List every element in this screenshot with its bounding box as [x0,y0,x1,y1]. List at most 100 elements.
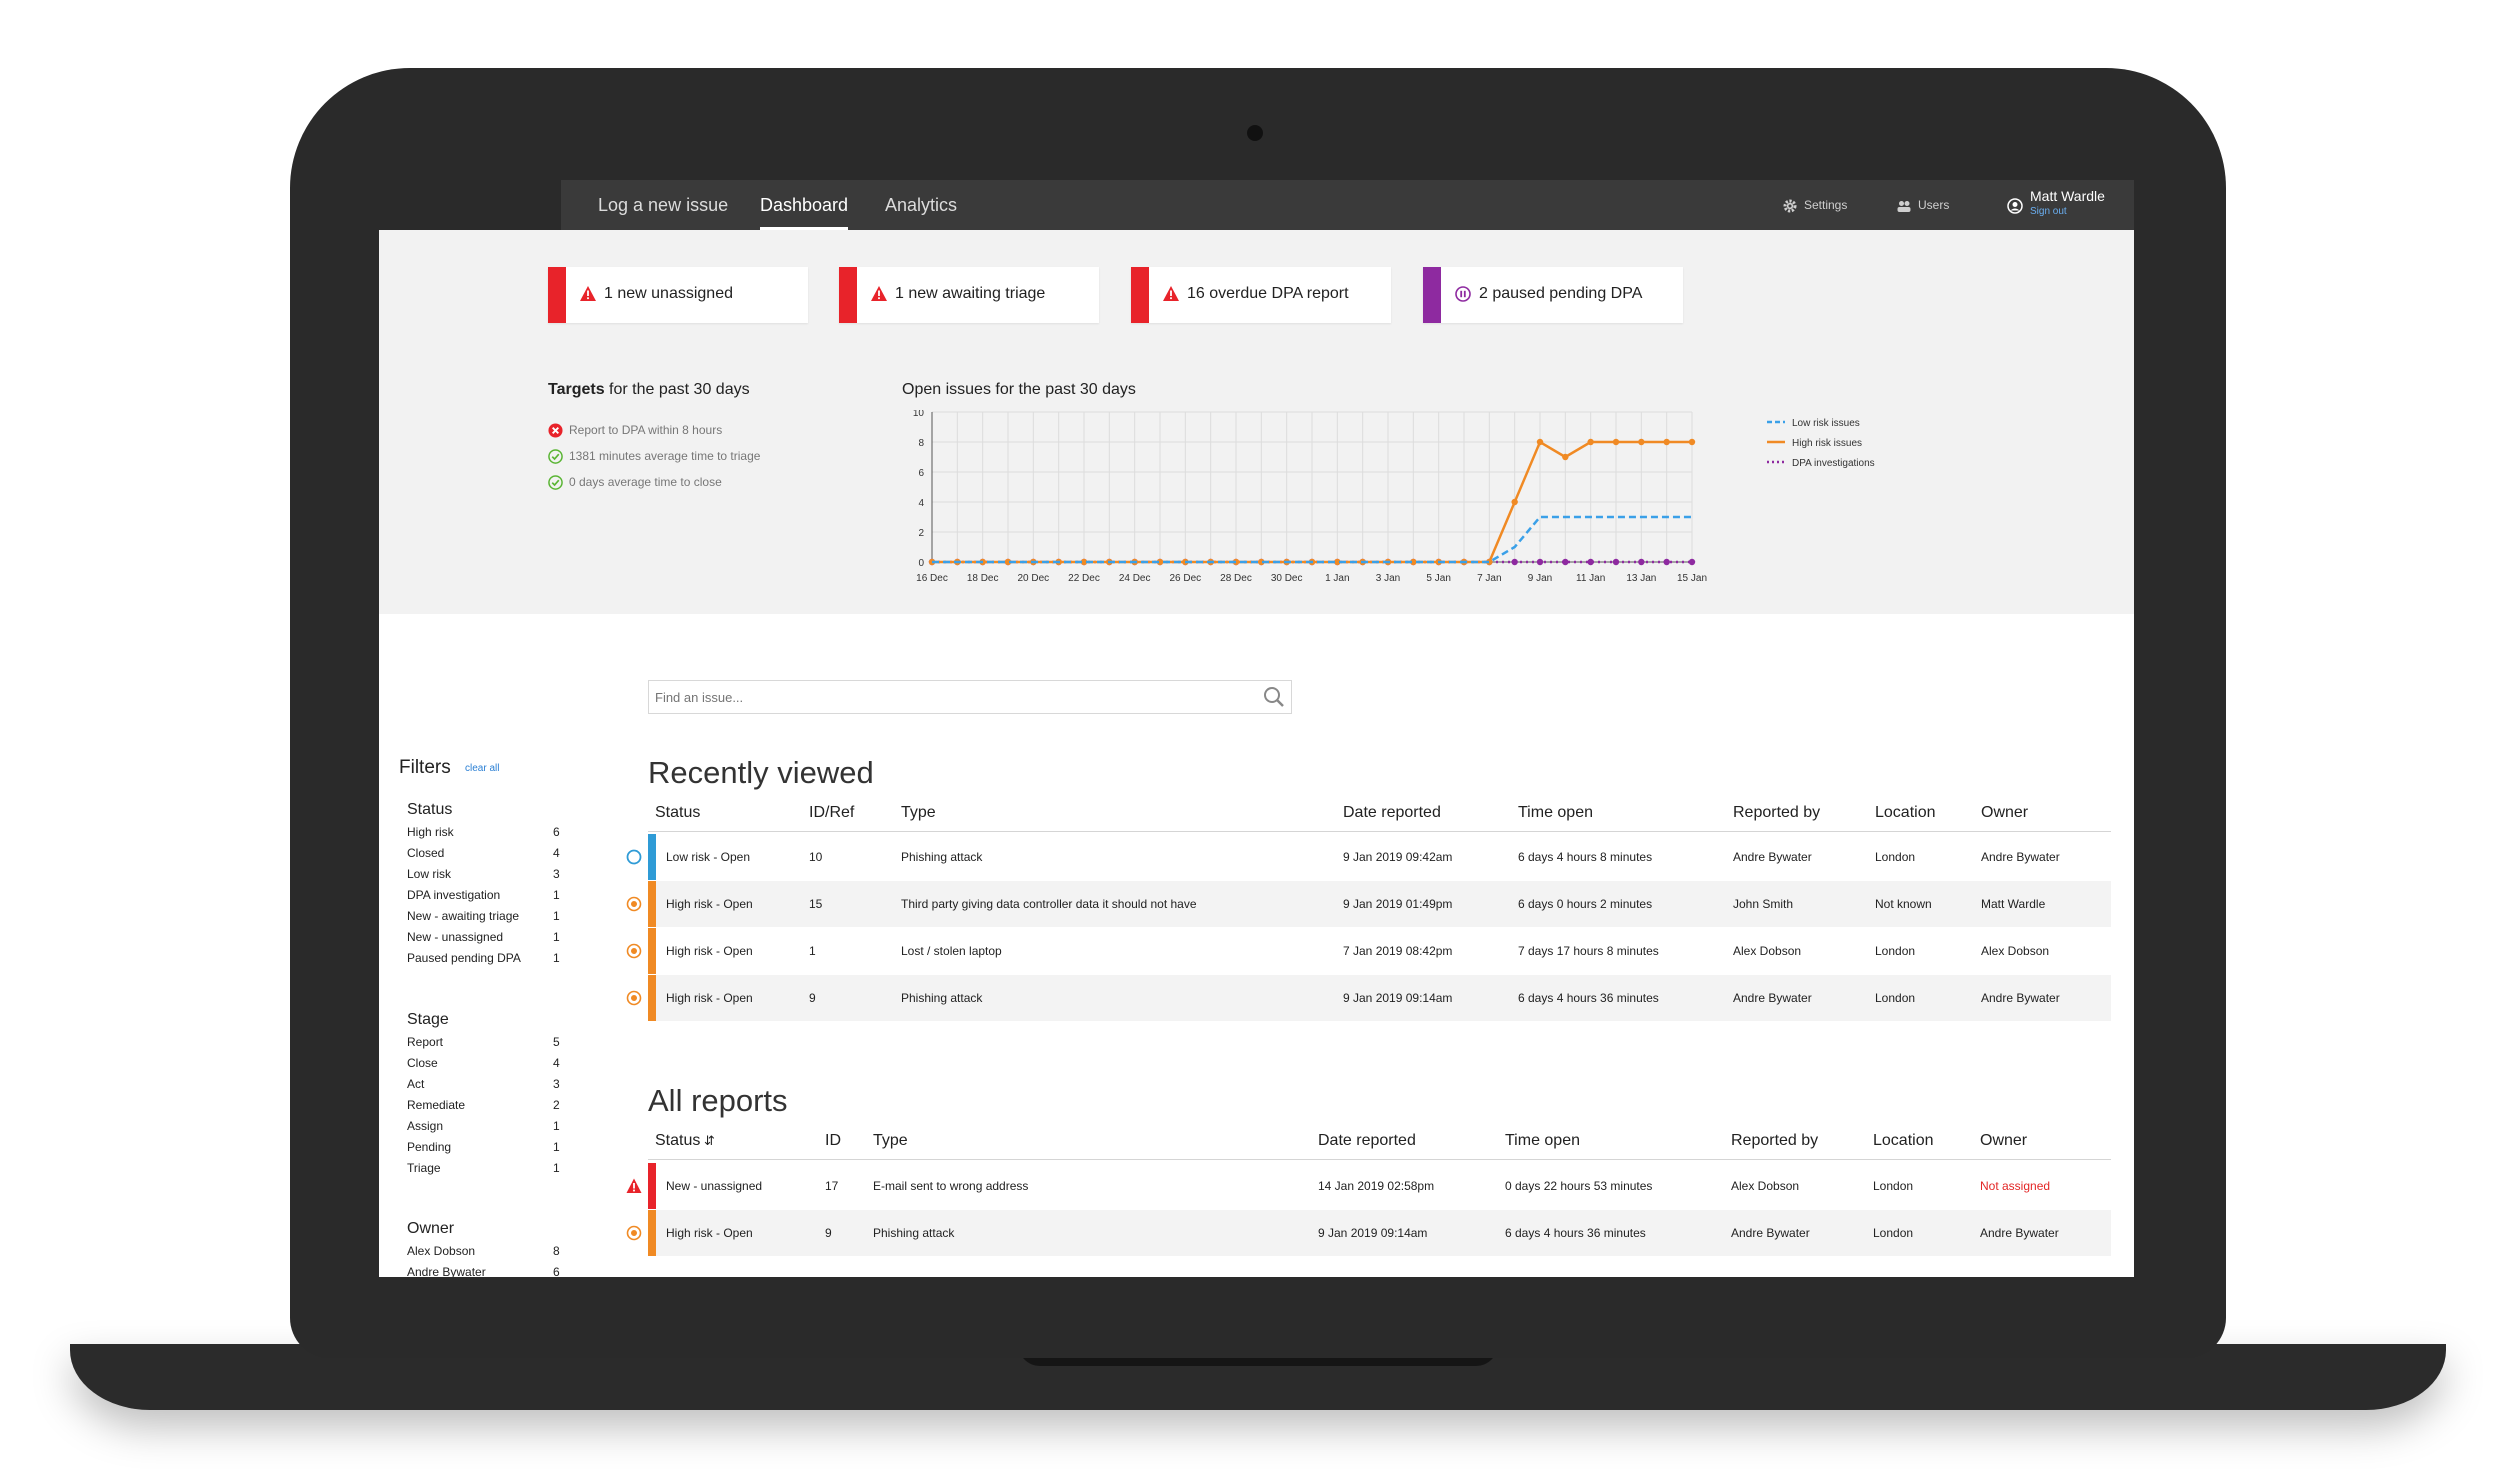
data-point [1486,558,1493,566]
filter-item[interactable]: Paused pending DPA 1 [407,951,567,965]
filter-count: 1 [553,1161,560,1175]
filter-item[interactable]: Remediate 2 [407,1098,567,1112]
alert-card-awaiting-triage[interactable]: 1 new awaiting triage [839,267,1099,323]
data-point [1663,438,1670,446]
all-reports-title: All reports [648,1083,788,1118]
column-header[interactable]: Location [1875,804,1936,822]
data-point [1688,438,1696,446]
filter-item[interactable]: Assign 1 [407,1119,567,1133]
x-tick-label: 1 Jan [1325,573,1349,584]
tab-dashboard[interactable]: Dashboard [760,180,849,230]
filter-label: Assign [407,1119,444,1133]
sort-icon[interactable]: ⇵ [700,1133,715,1148]
filter-item[interactable]: Act 3 [407,1077,567,1091]
row-status-indicator [626,1178,642,1199]
filter-item[interactable]: Alex Dobson 8 [407,1244,567,1258]
table-row[interactable]: Low risk - Open 10 Phishing attack 9 Jan 20… [648,834,2111,880]
alert-card-overdue-dpa[interactable]: 16 overdue DPA report [1131,267,1391,323]
column-header[interactable]: Location [1873,1132,1934,1150]
column-header[interactable]: Date reported [1318,1132,1416,1150]
column-header[interactable]: Status [655,804,700,822]
cell-location: London [1875,850,1916,864]
table-row[interactable]: High risk - Open 9 Phishing attack 9 Jan 20… [648,1210,2111,1256]
filter-item[interactable]: Report 5 [407,1035,567,1049]
users-link[interactable]: Users [1896,180,1949,230]
filter-item[interactable]: Close 4 [407,1056,567,1070]
cell-reported-by: Alex Dobson [1731,1179,1800,1193]
column-header[interactable]: Reported by [1733,804,1820,822]
data-point [1688,558,1696,566]
recently-viewed-title: Recently viewed [648,755,874,790]
data-point [1258,558,1265,566]
filter-item[interactable]: New - unassigned 1 [407,930,567,944]
users-icon [1897,200,1911,212]
cell-date: 9 Jan 2019 09:42am [1343,850,1453,864]
search-input[interactable] [649,681,1247,713]
filter-item[interactable]: DPA investigation 1 [407,888,567,902]
cell-reported-by: Andre Bywater [1733,991,1812,1005]
filter-item[interactable]: New - awaiting triage 1 [407,909,567,923]
y-tick-label: 4 [918,498,924,509]
search-icon[interactable] [1263,686,1285,708]
x-tick-label: 9 Jan [1528,573,1552,584]
column-header[interactable]: Date reported [1343,804,1441,822]
settings-label: Settings [1804,198,1848,212]
x-tick-label: 11 Jan [1576,573,1605,584]
column-header[interactable]: Time open [1518,804,1593,822]
targets-title-rest: for the past 30 days [604,381,750,398]
cell-owner: Andre Bywater [1981,991,2060,1005]
cell-status: High risk - Open [666,897,753,911]
filter-count: 6 [553,1265,560,1277]
targets-title: Targets for the past 30 days [548,381,750,399]
user-name: Matt Wardle [2030,188,2105,204]
target-text: Report to DPA within 8 hours [569,423,723,437]
settings-link[interactable]: Settings [1782,180,1847,230]
x-tick-label: 26 Dec [1169,573,1201,584]
filter-group-stage: Stage [407,1011,449,1028]
tab-analytics[interactable]: Analytics [885,195,958,215]
column-header[interactable]: Type [873,1132,908,1150]
target-text: 0 days average time to close [569,475,722,489]
alert-card-paused-dpa[interactable]: 2 paused pending DPA [1423,267,1683,323]
tab-log-new-issue[interactable]: Log a new issue [598,195,729,215]
column-header-label: Type [873,1132,908,1149]
series-line-low-risk-issues [932,515,1692,564]
column-header[interactable]: Reported by [1731,1132,1818,1150]
column-header[interactable]: ID [825,1132,841,1150]
cell-type: Phishing attack [901,991,983,1005]
filter-label: Low risk [407,867,452,881]
sign-out-link[interactable]: Sign out [2030,206,2067,217]
data-point [1587,438,1594,446]
column-header[interactable]: Type [901,804,936,822]
cell-owner: Andre Bywater [1980,1226,2059,1240]
filter-label: Close [407,1056,438,1070]
filter-item[interactable]: Pending 1 [407,1140,567,1154]
table-row[interactable]: New - unassigned 17 E-mail sent to wrong a… [648,1163,2111,1209]
filter-item[interactable]: Triage 1 [407,1161,567,1175]
filter-item[interactable]: Low risk 3 [407,867,567,881]
cell-location: London [1875,944,1916,958]
clear-all-link[interactable]: clear all [465,763,500,774]
cell-time-open: 0 days 22 hours 53 minutes [1505,1179,1653,1193]
filter-item[interactable]: Andre Bywater 6 [407,1265,567,1277]
column-header[interactable]: Time open [1505,1132,1580,1150]
column-header[interactable]: Status ⇵ [655,1132,715,1150]
column-header[interactable]: Owner [1981,804,2028,822]
filter-item[interactable]: Closed 4 [407,846,567,860]
webcam [1247,125,1263,141]
table-row[interactable]: High risk - Open 9 Phishing attack 9 Jan 20… [648,975,2111,1021]
column-header-label: Type [901,804,936,821]
column-header[interactable]: Owner [1980,1132,2027,1150]
fail-icon [548,423,563,438]
filter-item[interactable]: High risk 6 [407,825,567,839]
filters-title: Filters [399,757,451,778]
table-row[interactable]: High risk - Open 15 Third party giving dat… [648,881,2111,927]
check-icon [548,449,563,465]
table-row[interactable]: High risk - Open 1 Lost / stolen laptop 7 J… [648,928,2111,974]
cell-reported-by: Andre Bywater [1731,1226,1810,1240]
column-header-label: Reported by [1731,1132,1819,1149]
x-tick-label: 22 Dec [1068,573,1100,584]
alert-card-unassigned[interactable]: 1 new unassigned [548,267,808,323]
column-header[interactable]: ID/Ref [809,804,854,822]
cell-date: 9 Jan 2019 01:49pm [1343,897,1453,911]
